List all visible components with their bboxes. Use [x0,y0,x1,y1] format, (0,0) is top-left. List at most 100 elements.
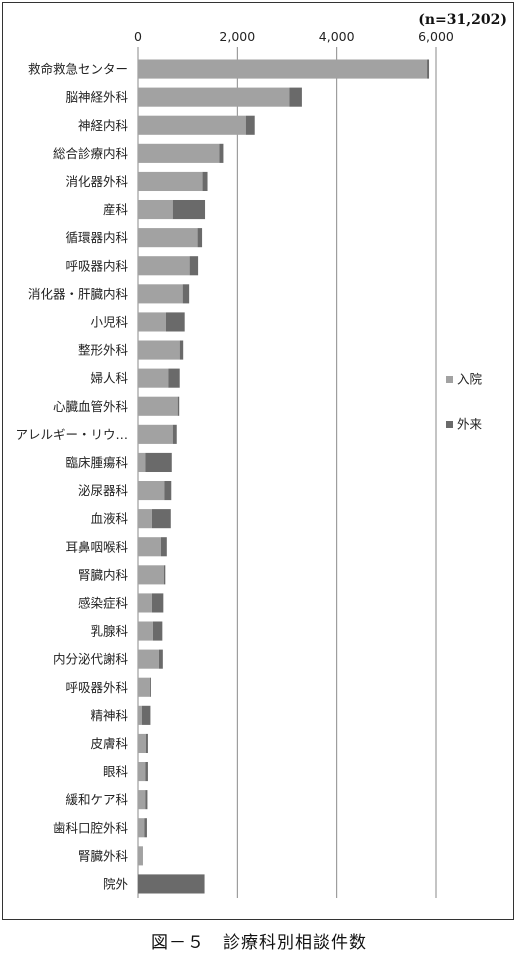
bar-inpatient [138,509,152,529]
x-tick-label: 6,000 [418,29,454,44]
bar-outpatient [197,228,203,248]
bar-inpatient [138,649,159,669]
bar-outpatient [427,59,430,79]
legend-label: 入院 [457,372,483,387]
bar-inpatient [138,621,153,641]
category-label: 乳腺科 [90,624,128,639]
category-label: 腎臓外科 [78,848,129,863]
category-label: 血液科 [90,511,128,526]
category-label: 脳神経外科 [65,90,128,105]
category-label: 耳鼻咽喉科 [65,539,128,554]
bar-outpatient [144,818,147,838]
category-label: 産科 [103,202,129,217]
bar-outpatient [202,171,208,192]
bar-inpatient [138,115,246,135]
bar-outpatient [164,480,172,501]
category-label: 総合診療内科 [53,146,129,161]
bar-outpatient [168,368,180,388]
bar-inpatient [138,424,173,444]
bar-outpatient [165,312,185,332]
bar-inpatient [138,705,142,725]
bar-outpatient [138,874,205,894]
category-label: 神経内科 [78,118,129,133]
category-label: 皮膚科 [90,736,128,751]
category-label: 感染症科 [78,595,129,610]
bar-inpatient [138,340,180,360]
category-label: アレルギー・リウ… [15,427,128,442]
x-tick-label: 4,000 [319,29,355,44]
bar-outpatient [151,509,171,529]
bar-inpatient [138,228,198,248]
bar-outpatient [189,256,199,276]
legend-label: 外来 [457,417,483,432]
bar-inpatient [138,312,166,332]
bar-outpatient [145,452,172,473]
bar-inpatient [138,59,428,79]
bar-inpatient [138,452,146,473]
x-tick-label: 2,000 [219,29,255,44]
bar-inpatient [138,537,161,557]
category-label: 歯科口腔外科 [53,820,129,835]
bar-inpatient [138,846,143,866]
bar-inpatient [138,593,152,613]
bar-outpatient [163,565,166,585]
x-axis-ticks: 0 2,000 4,000 6,000 [134,29,454,44]
bar-inpatient [138,284,183,304]
bar-inpatient [138,171,203,192]
bar-outpatient [151,593,164,613]
category-label: 緩和ケア科 [65,792,128,807]
bar-inpatient [138,368,169,388]
legend-swatch [446,421,453,428]
bar-inpatient [138,761,146,782]
bar-outpatient [182,284,190,304]
category-label: 小児科 [90,314,128,329]
category-label: 消化器・肝臓内科 [28,286,129,301]
bar-inpatient [138,565,164,585]
category-label: 臨床腫瘍科 [65,455,128,470]
category-label: 泌尿器科 [78,483,129,498]
bar-outpatient [179,340,184,360]
bar-inpatient [138,818,145,838]
x-tick-label: 0 [134,29,142,44]
bar-inpatient [138,87,290,107]
bar-outpatient [145,733,148,754]
category-label: 腎臓内科 [78,567,129,582]
bar-inpatient [138,396,178,416]
bar-chart: 0 2,000 4,000 6,000 救命救急センター脳神経外科神経内科総合診療内科… [15,12,507,898]
bar-inpatient [138,256,190,276]
bar-inpatient [138,677,150,697]
figure-caption: 図－５ 診療科別相談件数 [151,933,367,953]
category-label: 眼科 [103,764,129,779]
bar-inpatient [138,480,165,501]
bar-outpatient [289,87,302,107]
bars [138,59,430,894]
category-label: 循環器内科 [65,230,128,245]
legend-swatch [446,376,453,383]
bar-inpatient [138,143,220,163]
bar-outpatient [145,761,148,782]
bar-outpatient [160,537,167,557]
bar-outpatient [177,396,180,416]
chart-frame: 0 2,000 4,000 6,000 救命救急センター脳神経外科神経内科総合診療内科… [2,2,514,920]
category-labels: 救命救急センター脳神経外科神経内科総合診療内科消化器外科産科循環器内科呼吸器内科… [15,62,128,892]
category-label: 院外 [103,876,129,891]
bar-outpatient [149,677,151,697]
sample-size-label: (n=31,202) [418,12,507,28]
bar-outpatient [245,115,255,135]
bar-outpatient [158,649,163,669]
bar-outpatient [145,790,148,810]
grid-lines [137,47,437,898]
category-label: 救命救急センター [28,62,128,77]
category-label: 婦人科 [90,371,128,386]
category-label: 心臓血管外科 [53,399,129,414]
category-label: 呼吸器内科 [65,258,128,273]
category-label: 精神科 [90,708,128,723]
category-label: 呼吸器外科 [65,680,128,695]
category-label: 整形外科 [78,343,129,358]
bar-inpatient [138,199,173,220]
category-label: 消化器外科 [65,174,128,189]
bar-inpatient [138,733,146,754]
bar-outpatient [172,424,177,444]
bar-outpatient [219,143,224,163]
